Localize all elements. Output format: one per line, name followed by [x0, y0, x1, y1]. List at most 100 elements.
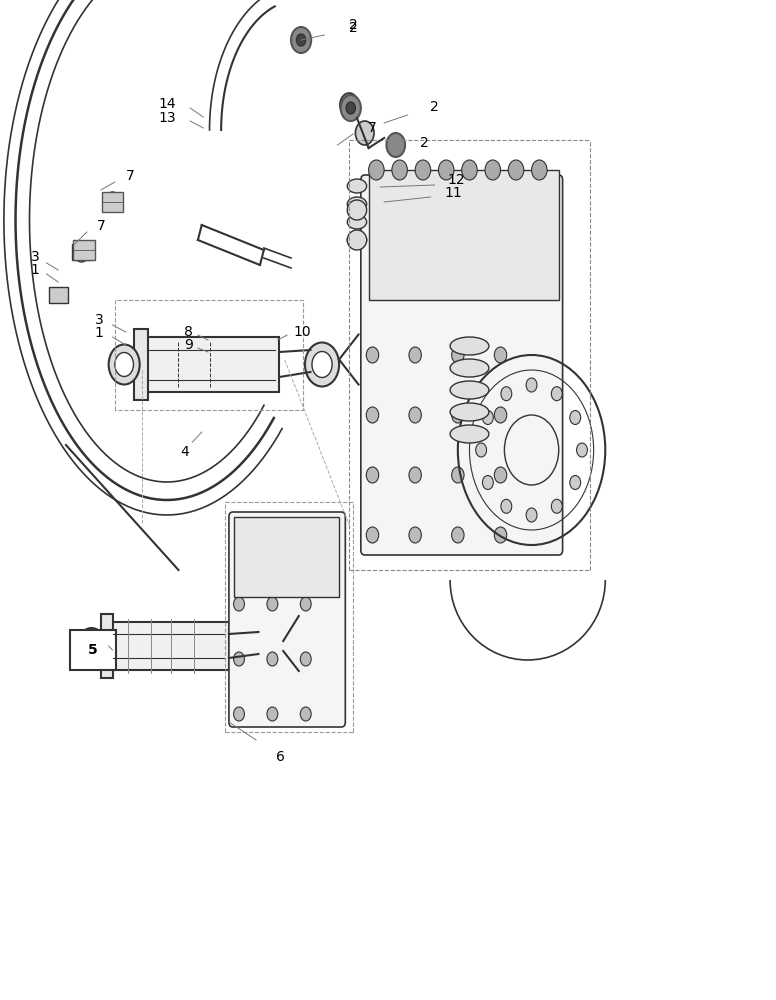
- Text: 5: 5: [88, 643, 98, 657]
- Circle shape: [296, 34, 306, 46]
- Ellipse shape: [348, 197, 367, 211]
- Text: 3: 3: [95, 313, 104, 327]
- Circle shape: [366, 347, 379, 363]
- Text: 6: 6: [276, 750, 286, 764]
- Circle shape: [532, 160, 547, 180]
- Circle shape: [462, 160, 477, 180]
- Circle shape: [409, 467, 421, 483]
- Circle shape: [526, 378, 537, 392]
- Circle shape: [551, 499, 562, 513]
- Circle shape: [366, 407, 379, 423]
- Circle shape: [409, 347, 421, 363]
- Circle shape: [485, 160, 501, 180]
- Circle shape: [78, 628, 106, 664]
- Text: 1: 1: [95, 326, 104, 340]
- Circle shape: [234, 597, 244, 611]
- Text: 13: 13: [158, 111, 175, 125]
- Circle shape: [105, 192, 120, 212]
- Circle shape: [392, 160, 407, 180]
- Text: 4: 4: [180, 445, 189, 459]
- Circle shape: [355, 121, 374, 145]
- Circle shape: [267, 597, 278, 611]
- Circle shape: [452, 407, 464, 423]
- Circle shape: [345, 99, 354, 111]
- Ellipse shape: [348, 233, 367, 247]
- Circle shape: [300, 707, 311, 721]
- Circle shape: [570, 475, 580, 489]
- Circle shape: [409, 527, 421, 543]
- Circle shape: [526, 508, 537, 522]
- Circle shape: [84, 636, 99, 656]
- Ellipse shape: [348, 179, 367, 193]
- Circle shape: [234, 707, 244, 721]
- Text: 1: 1: [30, 263, 40, 277]
- Text: 7: 7: [96, 219, 106, 233]
- Circle shape: [483, 475, 494, 489]
- Text: 2: 2: [420, 136, 429, 150]
- Circle shape: [115, 353, 133, 376]
- Circle shape: [291, 27, 311, 53]
- Bar: [73, 240, 95, 260]
- Bar: [234, 517, 339, 597]
- Circle shape: [267, 652, 278, 666]
- Circle shape: [452, 347, 464, 363]
- Circle shape: [494, 347, 507, 363]
- Circle shape: [292, 28, 310, 52]
- Circle shape: [346, 102, 355, 114]
- FancyBboxPatch shape: [361, 175, 563, 555]
- Text: 2: 2: [348, 21, 358, 35]
- FancyBboxPatch shape: [229, 512, 345, 727]
- Circle shape: [369, 160, 384, 180]
- Bar: [369, 170, 559, 300]
- Ellipse shape: [348, 230, 367, 250]
- Circle shape: [300, 597, 311, 611]
- Text: 10: 10: [294, 325, 311, 339]
- Circle shape: [570, 410, 580, 424]
- Circle shape: [501, 499, 512, 513]
- Bar: [72, 244, 91, 260]
- Circle shape: [267, 707, 278, 721]
- FancyBboxPatch shape: [70, 630, 116, 670]
- Circle shape: [483, 410, 494, 424]
- Circle shape: [296, 34, 306, 46]
- Circle shape: [409, 407, 421, 423]
- Ellipse shape: [450, 381, 489, 399]
- Circle shape: [305, 342, 339, 386]
- Ellipse shape: [450, 403, 489, 421]
- Bar: [144, 337, 279, 392]
- Text: 3: 3: [30, 250, 40, 264]
- Circle shape: [452, 467, 464, 483]
- Circle shape: [341, 95, 361, 121]
- Circle shape: [438, 160, 454, 180]
- Circle shape: [476, 443, 487, 457]
- Ellipse shape: [450, 337, 489, 355]
- Ellipse shape: [450, 425, 489, 443]
- Bar: [109, 622, 229, 670]
- Circle shape: [494, 407, 507, 423]
- Circle shape: [386, 133, 405, 157]
- Circle shape: [508, 160, 524, 180]
- Circle shape: [494, 527, 507, 543]
- Ellipse shape: [348, 215, 367, 229]
- Circle shape: [366, 527, 379, 543]
- Circle shape: [494, 467, 507, 483]
- Circle shape: [340, 93, 359, 117]
- Bar: [134, 329, 148, 400]
- Text: 2: 2: [348, 18, 358, 32]
- Bar: [103, 194, 122, 210]
- Circle shape: [300, 652, 311, 666]
- Circle shape: [252, 626, 283, 666]
- Text: 7: 7: [368, 121, 377, 135]
- Circle shape: [366, 467, 379, 483]
- Circle shape: [452, 527, 464, 543]
- Text: 7: 7: [126, 169, 135, 183]
- Circle shape: [234, 652, 244, 666]
- Circle shape: [74, 242, 89, 262]
- Text: 12: 12: [448, 173, 465, 187]
- Ellipse shape: [450, 359, 489, 377]
- Circle shape: [312, 352, 332, 377]
- Text: 11: 11: [445, 186, 462, 200]
- Text: 2: 2: [430, 100, 439, 114]
- Bar: [102, 192, 123, 212]
- Circle shape: [259, 635, 276, 657]
